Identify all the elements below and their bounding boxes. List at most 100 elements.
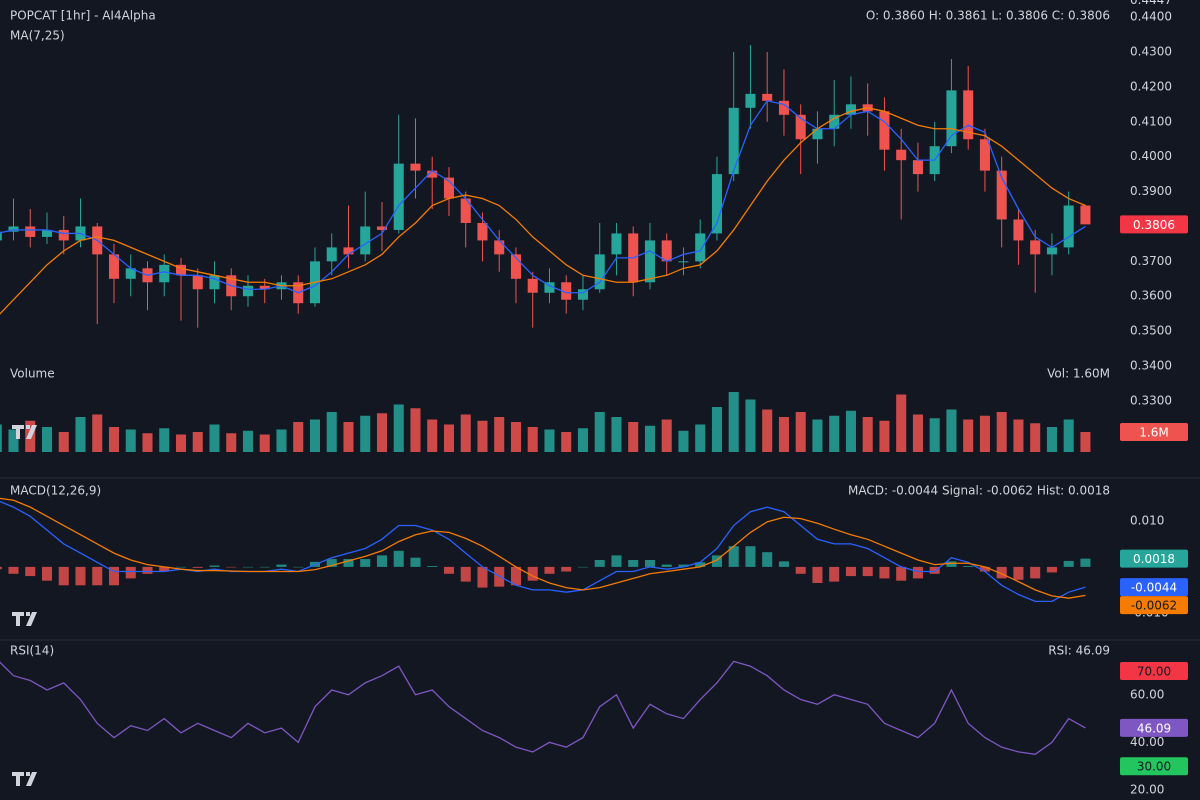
volume-bar	[510, 422, 521, 452]
histogram-bar	[1030, 566, 1041, 579]
value-boxes: 0.3806 1.6M 0.0018 -0.0044 -0.0062 70.00 30.00…	[1120, 215, 1188, 776]
volume-bar	[711, 407, 722, 452]
histogram-bar	[628, 560, 639, 567]
histogram-bar	[209, 565, 220, 567]
candle-body	[360, 226, 371, 255]
candle-body	[762, 93, 773, 101]
candle-body	[812, 128, 823, 140]
candle-body	[410, 163, 421, 171]
candle-body	[1063, 205, 1074, 248]
candle-body	[577, 289, 588, 300]
volume-bar	[845, 410, 856, 452]
marks	[0, 45, 1091, 755]
candle-body	[25, 226, 36, 237]
candle-body	[343, 247, 354, 255]
volume-bar	[360, 415, 371, 452]
histogram-bar	[829, 566, 840, 582]
volume-bar	[1046, 427, 1057, 452]
y-tick-label: 0.4300	[1130, 44, 1172, 58]
volume-bar	[1030, 423, 1041, 452]
candle-body	[477, 222, 488, 241]
volume-bar	[0, 424, 2, 452]
histogram-bar	[812, 566, 823, 583]
volume-bar	[695, 424, 706, 452]
volume-bar	[762, 409, 773, 452]
volume-bar	[477, 420, 488, 452]
histogram-bar	[611, 555, 622, 567]
volume-readout: Vol: 1.60M	[1047, 367, 1110, 381]
volume-bar	[929, 418, 940, 452]
histogram-bar	[795, 566, 806, 574]
value-box	[1120, 549, 1188, 568]
candle-body	[1030, 240, 1041, 255]
histogram-bar	[41, 566, 53, 581]
y-tick-label: 0.010	[1130, 513, 1164, 527]
value-box	[1120, 661, 1188, 680]
volume-bar	[879, 420, 890, 452]
histogram-bar	[1080, 558, 1091, 567]
histogram-bar	[594, 560, 605, 567]
candle-body	[209, 275, 220, 290]
volume-bar	[577, 428, 588, 452]
volume-bar	[159, 428, 170, 452]
volume-bar	[644, 425, 655, 452]
volume-bar	[594, 412, 605, 452]
histogram-bar	[896, 566, 907, 581]
candle-body	[544, 282, 555, 293]
histogram-bar	[778, 561, 789, 567]
indicator-label: MA(7,25)	[10, 29, 65, 43]
price-axis: 0.4447 0.4400 0.4300 0.4200 0.4100 0.4000 0.39…	[1130, 0, 1172, 797]
pane-title: Volume	[10, 367, 55, 381]
candle-body	[393, 163, 404, 230]
volume-bar	[92, 414, 103, 452]
pane-title: MACD(12,26,9)	[10, 484, 101, 498]
pane-title: RSI(14)	[10, 644, 54, 658]
logo	[12, 772, 37, 786]
value-box-label: 0.3806	[1133, 218, 1175, 232]
volume-bar	[41, 427, 53, 452]
candle-body	[829, 114, 840, 129]
volume-bar	[544, 429, 555, 452]
volume-bar	[494, 417, 505, 452]
volume-bar	[963, 419, 974, 452]
y-tick-label: 40.00	[1130, 735, 1164, 749]
candle-body	[242, 285, 254, 297]
volume-bar	[309, 419, 321, 452]
histogram-bar	[544, 566, 555, 574]
volume-bar	[376, 413, 388, 452]
volume-bar	[862, 417, 873, 452]
value-box-label: 0.0018	[1133, 552, 1175, 566]
candle-body	[695, 233, 706, 262]
chart-title: POPCAT [1hr] - AI4Alpha	[10, 9, 156, 23]
volume-bar	[410, 408, 421, 452]
candle-body	[795, 114, 806, 140]
value-box-label: 30.00	[1137, 760, 1171, 774]
histogram-bar	[477, 566, 488, 588]
volume-bar	[343, 422, 354, 452]
histogram-bar	[929, 566, 940, 574]
histogram-bar	[577, 566, 588, 568]
rsi-line	[0, 660, 1086, 755]
histogram-bar	[678, 564, 689, 567]
histogram-bar	[661, 564, 672, 567]
candle-body	[745, 93, 756, 108]
candle-body	[611, 233, 622, 255]
y-tick-label: 60.00	[1130, 687, 1164, 701]
value-box-label: 46.09	[1137, 721, 1171, 735]
y-tick-label: 0.3300	[1130, 393, 1172, 407]
histogram-bar	[25, 566, 36, 577]
candle-body	[326, 247, 337, 262]
volume-bar	[209, 424, 220, 452]
candle-body	[0, 231, 2, 241]
histogram-bar	[979, 566, 990, 572]
volume-bar	[1013, 419, 1024, 452]
histogram-bar	[728, 546, 739, 567]
histogram-bar	[695, 562, 706, 567]
histogram-bar	[92, 566, 103, 586]
histogram-bar	[862, 566, 873, 577]
candle-body	[125, 268, 136, 279]
histogram-bar	[561, 566, 572, 572]
histogram-bar	[443, 566, 454, 574]
volume-bar	[226, 433, 237, 452]
candle-body	[778, 100, 789, 115]
